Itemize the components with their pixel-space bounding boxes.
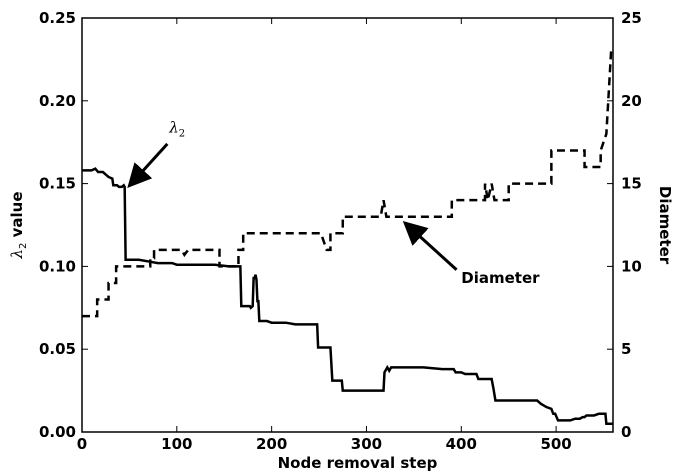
y-left-axis-subscript: 2 xyxy=(18,243,29,249)
y-left-tick-label: 0.20 xyxy=(39,92,76,110)
lambda2-series-line xyxy=(82,167,613,425)
x-tick-label: 400 xyxy=(446,435,477,453)
y-left-tick-label: 0.25 xyxy=(39,9,76,27)
y-left-axis-symbol: λ xyxy=(8,249,26,260)
y-left-tick-label: 0.10 xyxy=(39,257,76,275)
x-tick-label: 0 xyxy=(77,435,87,453)
y-left-axis-label: λ2 value xyxy=(8,191,29,259)
y-left-tick-label: 0.00 xyxy=(39,423,76,441)
x-tick-label: 200 xyxy=(256,435,287,453)
y-right-axis-label: Diameter xyxy=(656,186,674,265)
axes: 0 100 200 300 400 5000.000.050.100.150.200.25… xyxy=(8,9,674,472)
diameter-annotation-arrow xyxy=(402,220,458,271)
series-group xyxy=(82,51,613,425)
y-right-tick-label: 15 xyxy=(621,175,642,193)
plot-frame xyxy=(81,17,614,433)
lambda2-annotation-subscript: 2 xyxy=(179,128,185,139)
lambda2-annotation-arrow xyxy=(127,142,169,189)
y-right-tick-label: 10 xyxy=(621,257,642,275)
x-tick-label: 300 xyxy=(351,435,382,453)
plot-area xyxy=(82,18,613,432)
y-right-tick-label: 25 xyxy=(621,9,642,27)
x-axis-label: Node removal step xyxy=(278,454,438,472)
y-right-tick-label: 5 xyxy=(621,340,631,358)
plot-background xyxy=(82,18,613,432)
y-left-tick-label: 0.05 xyxy=(39,340,76,358)
y-left-axis-text: value xyxy=(8,191,26,242)
y-left-tick-label: 0.15 xyxy=(39,175,76,193)
y-right-tick-label: 20 xyxy=(621,92,642,110)
x-tick-label: 500 xyxy=(540,435,571,453)
diameter-annotation-label: Diameter xyxy=(461,269,540,287)
diameter-series-line xyxy=(82,51,613,318)
x-tick-label: 100 xyxy=(161,435,192,453)
y-right-tick-label: 0 xyxy=(621,423,631,441)
